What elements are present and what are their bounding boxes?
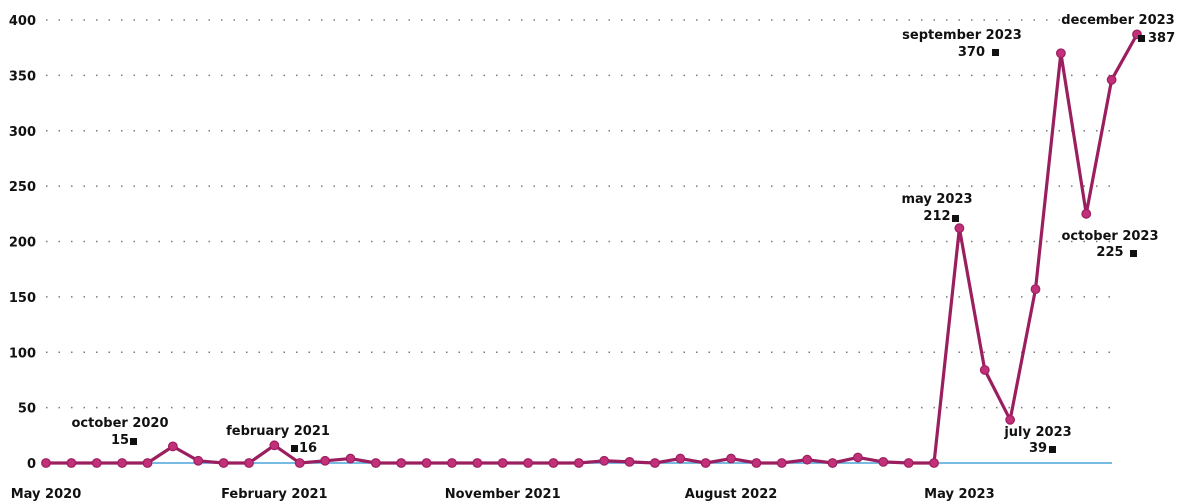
data-point	[117, 458, 128, 468]
data-point	[1081, 208, 1092, 219]
data-point	[66, 458, 77, 468]
data-point	[294, 458, 305, 468]
y-tick-label: 400	[9, 14, 36, 29]
y-tick-label: 100	[9, 346, 36, 361]
data-point	[675, 453, 686, 464]
data-point	[396, 458, 407, 468]
annotation-label: october 2020	[71, 416, 168, 431]
data-point	[421, 458, 432, 468]
data-point	[573, 458, 584, 468]
data-point	[193, 455, 204, 466]
annotation-value: 39	[1029, 441, 1047, 456]
y-tick-label: 300	[9, 125, 36, 140]
data-point	[269, 440, 280, 451]
x-tick-label: May 2020	[11, 487, 82, 502]
data-point	[218, 458, 229, 468]
annotation-marker	[1049, 446, 1056, 453]
annotation-label: july 2023	[1003, 425, 1071, 440]
annotation-value: 387	[1148, 31, 1175, 46]
annotation-value: 225	[1096, 245, 1123, 260]
annotation-label: may 2023	[901, 192, 972, 207]
x-axis: May 2020 February 2021 November 2021 August…	[11, 487, 995, 502]
data-point	[91, 458, 102, 468]
data-point	[1055, 48, 1066, 59]
x-tick-label: August 2022	[685, 487, 778, 502]
data-point	[751, 458, 762, 468]
grid-lines	[46, 19, 1112, 409]
data-point	[929, 458, 939, 468]
y-tick-label: 50	[18, 402, 36, 417]
data-point	[244, 458, 254, 468]
data-point	[320, 455, 330, 466]
x-tick-label: February 2021	[221, 487, 328, 502]
annotation-label: september 2023	[902, 28, 1022, 43]
series-line	[46, 33, 1139, 465]
data-point	[370, 458, 381, 468]
x-tick-label: November 2021	[445, 487, 561, 502]
data-point	[1030, 284, 1041, 295]
annotation-label: december 2023	[1061, 13, 1174, 28]
annotation-value: 212	[923, 209, 950, 224]
y-axis: 0 50 100 150 200 250 300 350 400	[9, 14, 36, 472]
annotation-marker	[1130, 250, 1137, 257]
annotation-marker	[1138, 35, 1145, 42]
data-point	[853, 452, 863, 463]
data-point	[903, 458, 914, 468]
data-point	[523, 458, 533, 468]
annotation-marker	[291, 445, 298, 452]
y-tick-label: 350	[9, 69, 36, 84]
y-tick-label: 250	[9, 180, 36, 195]
y-tick-label: 0	[27, 457, 36, 472]
annotation-value: 370	[958, 45, 985, 60]
annotation-value: 15	[111, 433, 129, 448]
data-point	[878, 456, 889, 467]
data-point	[472, 458, 483, 468]
annotation-marker	[130, 438, 137, 445]
data-point	[548, 458, 559, 468]
data-point	[802, 454, 813, 465]
data-point	[776, 458, 787, 468]
x-tick-label: May 2023	[924, 487, 995, 502]
annotation-value: 16	[299, 441, 317, 456]
data-point	[1106, 74, 1117, 85]
y-tick-label: 150	[9, 291, 36, 306]
annotation-label: october 2023	[1061, 229, 1158, 244]
data-point	[827, 458, 838, 468]
annotation-label: february 2021	[226, 424, 330, 439]
data-point	[624, 456, 635, 467]
data-point	[167, 441, 178, 452]
data-point	[650, 458, 660, 468]
y-tick-label: 200	[9, 236, 36, 251]
data-point	[447, 458, 457, 468]
data-point	[345, 453, 356, 464]
data-point	[979, 365, 990, 375]
data-point	[41, 458, 51, 468]
annotation-marker	[952, 215, 959, 222]
data-point	[726, 453, 736, 464]
data-point	[142, 458, 153, 468]
data-point	[599, 455, 610, 466]
annotations: october 2020 15 february 2021 16 may 2023 212…	[71, 13, 1175, 456]
data-point	[1005, 414, 1016, 425]
annotation-marker	[992, 49, 999, 56]
series-group	[41, 29, 1142, 468]
data-point	[700, 458, 711, 468]
data-point	[954, 223, 965, 234]
data-point	[497, 458, 508, 468]
